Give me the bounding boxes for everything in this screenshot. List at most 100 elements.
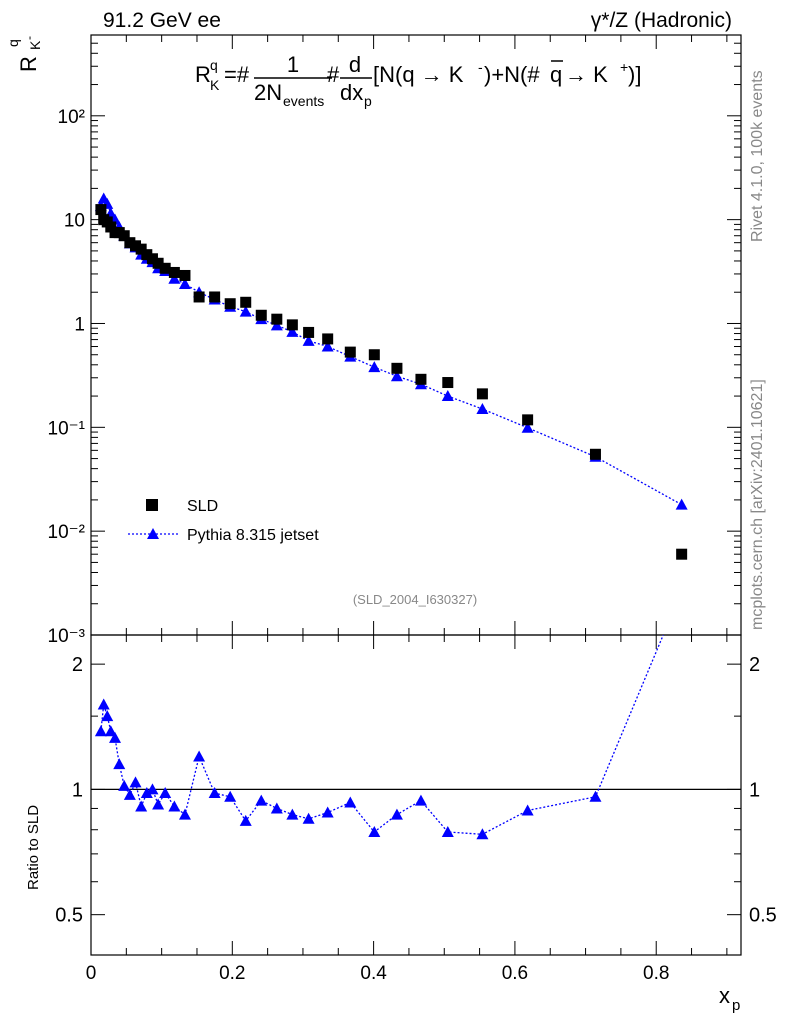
ratio-point: [109, 731, 122, 743]
ratio-tick-label-right: 1: [749, 779, 760, 801]
formula-frac1-den: 2N: [254, 80, 282, 105]
pythia-point: [441, 390, 454, 402]
sld-point: [95, 204, 107, 216]
ratio-point: [152, 798, 165, 810]
sld-point: [271, 313, 283, 325]
pythia-point: [390, 370, 403, 382]
legend-pythia-marker: [147, 528, 159, 539]
ratio-point: [255, 794, 268, 806]
ratio-point: [193, 750, 206, 762]
sld-point: [146, 253, 158, 265]
sld-point: [118, 230, 130, 242]
ratio-point: [302, 812, 315, 824]
y-axis-label: R K q -: [5, 36, 43, 72]
sld-point: [255, 309, 267, 321]
header-left: 91.2 GeV ee: [103, 9, 221, 32]
y-axis-label-main: R: [16, 56, 41, 72]
mcplots-label: mcplots.cern.ch [arXiv:2401.10621]: [749, 379, 766, 630]
ratio-point: [118, 779, 131, 791]
analysis-watermark: (SLD_2004_I630327): [353, 592, 477, 607]
ratio-series-line: [100, 635, 664, 835]
svg-text:-: -: [22, 36, 36, 40]
y-tick-label: 10²: [58, 107, 85, 128]
x-axis-label-sub: p: [732, 997, 740, 1014]
ratio-point: [476, 828, 489, 840]
formula-frac1-num: 1: [287, 52, 299, 77]
ratio-point: [270, 802, 283, 814]
ratio-point: [168, 800, 181, 812]
sld-point: [415, 373, 427, 385]
ratio-point: [441, 826, 454, 838]
formula-eq: =#: [224, 62, 250, 87]
x-tick-label: 0.8: [643, 963, 669, 984]
ratio-tick-label-left: 2: [72, 654, 83, 676]
x-axis-label-main: x: [719, 983, 730, 1008]
ratio-point: [94, 725, 107, 737]
y-axis-label-sup: q: [5, 39, 21, 47]
x-tick-label: 0.6: [502, 963, 528, 984]
formula-rhs: [N(q → K: [373, 62, 464, 87]
legend: SLD Pythia 8.315 jetset: [128, 498, 319, 544]
ratio-point: [159, 787, 172, 799]
sld-point: [124, 237, 136, 249]
x-tick-label: 0: [86, 963, 97, 984]
formula-rhs-sup1: -: [478, 59, 483, 75]
ratio-point: [521, 804, 534, 816]
ratio-point: [321, 806, 334, 818]
legend-sld-marker: [146, 499, 158, 511]
y-tick-label: 1: [74, 314, 85, 335]
pythia-point: [368, 361, 381, 373]
main-frame: [90, 34, 742, 636]
ratio-tick-label-left: 0.5: [55, 905, 83, 927]
formula-hash: #: [327, 62, 340, 87]
ratio-point: [414, 794, 427, 806]
formula-rhs-sup2: +: [620, 59, 628, 75]
y-axis-label-sub: K: [27, 40, 43, 50]
sld-point: [344, 346, 356, 358]
sld-point: [141, 249, 153, 261]
ratio-point: [113, 758, 126, 770]
ratio-tick-label-right: 2: [749, 654, 760, 676]
legend-sld-label: SLD: [187, 498, 218, 515]
ratio-point: [224, 790, 237, 802]
formula-frac2-den-sub: p: [364, 93, 372, 109]
pythia-point: [476, 403, 489, 415]
y-tick-label: 10: [64, 211, 85, 232]
y-tick-label: 10⁻³: [48, 626, 86, 647]
pythia-point: [168, 272, 181, 284]
ratio-point: [239, 814, 252, 826]
sld-point: [676, 548, 688, 560]
sld-point: [522, 414, 534, 426]
y-tick-label: 10⁻¹: [48, 418, 86, 439]
ratio-point: [589, 790, 602, 802]
ratio-point: [390, 808, 403, 820]
formula-frac1-den-sub: events: [283, 93, 324, 109]
ratio-point: [97, 698, 110, 710]
pythia-point: [521, 421, 534, 433]
sld-point: [209, 291, 221, 303]
pythia-point: [675, 498, 688, 510]
sld-point: [135, 243, 147, 255]
ratio-point: [140, 787, 153, 799]
x-tick-label: 0.4: [360, 963, 387, 984]
svg-text:q: q: [5, 39, 21, 47]
ratio-panel: 0 0.2 0.4 0.6 0.8 0.5 0.5 1 1 2 2: [55, 634, 777, 984]
formula: R q K =# 1 2N events # d dx p [N(q → K -…: [195, 52, 641, 109]
pythia-point: [286, 325, 299, 337]
sld-point: [303, 326, 315, 338]
ratio-tick-label-right: 0.5: [749, 905, 777, 927]
pythia-point: [178, 278, 191, 290]
ratio-point: [101, 710, 114, 722]
sld-point: [589, 448, 601, 460]
formula-qbar: q: [550, 62, 562, 87]
sld-point: [193, 291, 205, 303]
pythia-point: [239, 305, 252, 317]
y-tick-label: 10⁻²: [48, 522, 86, 543]
sld-point: [105, 221, 117, 233]
ratio-tick-label-left: 1: [72, 779, 83, 801]
ratio-point: [286, 808, 299, 820]
header-right: γ*/Z (Hadronic): [591, 9, 732, 32]
formula-lhs-sub: K: [210, 77, 220, 93]
legend-pythia-label: Pythia 8.315 jetset: [187, 527, 319, 544]
